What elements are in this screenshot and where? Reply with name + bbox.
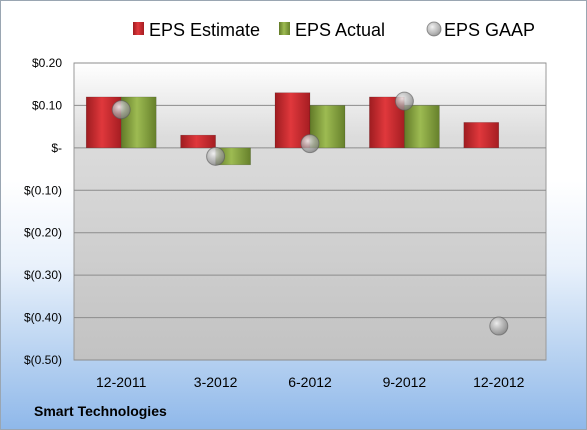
gaap-markers <box>111 91 509 336</box>
chart-caption: Smart Technologies <box>34 403 167 419</box>
marker-eps-gaap-6-2012 <box>300 134 320 154</box>
bar-eps-estimate-12-2012 <box>463 122 500 149</box>
legend-swatch-eps-actual <box>279 22 290 35</box>
legend-label-eps-gaap: EPS GAAP <box>444 20 535 40</box>
y-tick-label: $(0.20) <box>24 226 62 240</box>
marker-eps-gaap-3-2012 <box>206 146 226 166</box>
y-tick-label: $0.20 <box>32 56 62 70</box>
y-tick-label: $(0.50) <box>24 353 62 367</box>
legend: EPS Estimate EPS Actual EPS GAAP <box>133 20 535 40</box>
marker-eps-gaap-12-2012 <box>489 316 509 336</box>
y-tick-label: $(0.10) <box>24 183 62 197</box>
marker-eps-gaap-9-2012 <box>394 91 414 111</box>
y-tick-label: $(0.40) <box>24 311 62 325</box>
legend-swatch-eps-gaap <box>426 21 442 37</box>
marker-eps-gaap-12-2011 <box>111 100 131 120</box>
x-tick-label: 3-2012 <box>194 374 238 390</box>
y-axis-ticks: $0.20 $0.10 $- $(0.10) $(0.20) $(0.30) $(0.40)… <box>24 56 62 367</box>
x-tick-label: 12-2011 <box>96 374 147 390</box>
legend-label-eps-estimate: EPS Estimate <box>149 20 260 40</box>
y-tick-label: $0.10 <box>32 98 62 112</box>
legend-swatch-eps-estimate <box>133 22 144 35</box>
x-axis-ticks: 12-2011 3-2012 6-2012 9-2012 12-2012 <box>96 374 525 390</box>
x-tick-label: 9-2012 <box>383 374 427 390</box>
x-tick-label: 12-2012 <box>473 374 525 390</box>
bar-eps-estimate-3-2012 <box>180 134 216 149</box>
y-tick-label: $- <box>51 141 62 155</box>
x-tick-label: 6-2012 <box>288 374 332 390</box>
bar-eps-actual-9-2012 <box>404 105 440 149</box>
legend-label-eps-actual: EPS Actual <box>295 20 385 40</box>
y-tick-label: $(0.30) <box>24 268 62 282</box>
